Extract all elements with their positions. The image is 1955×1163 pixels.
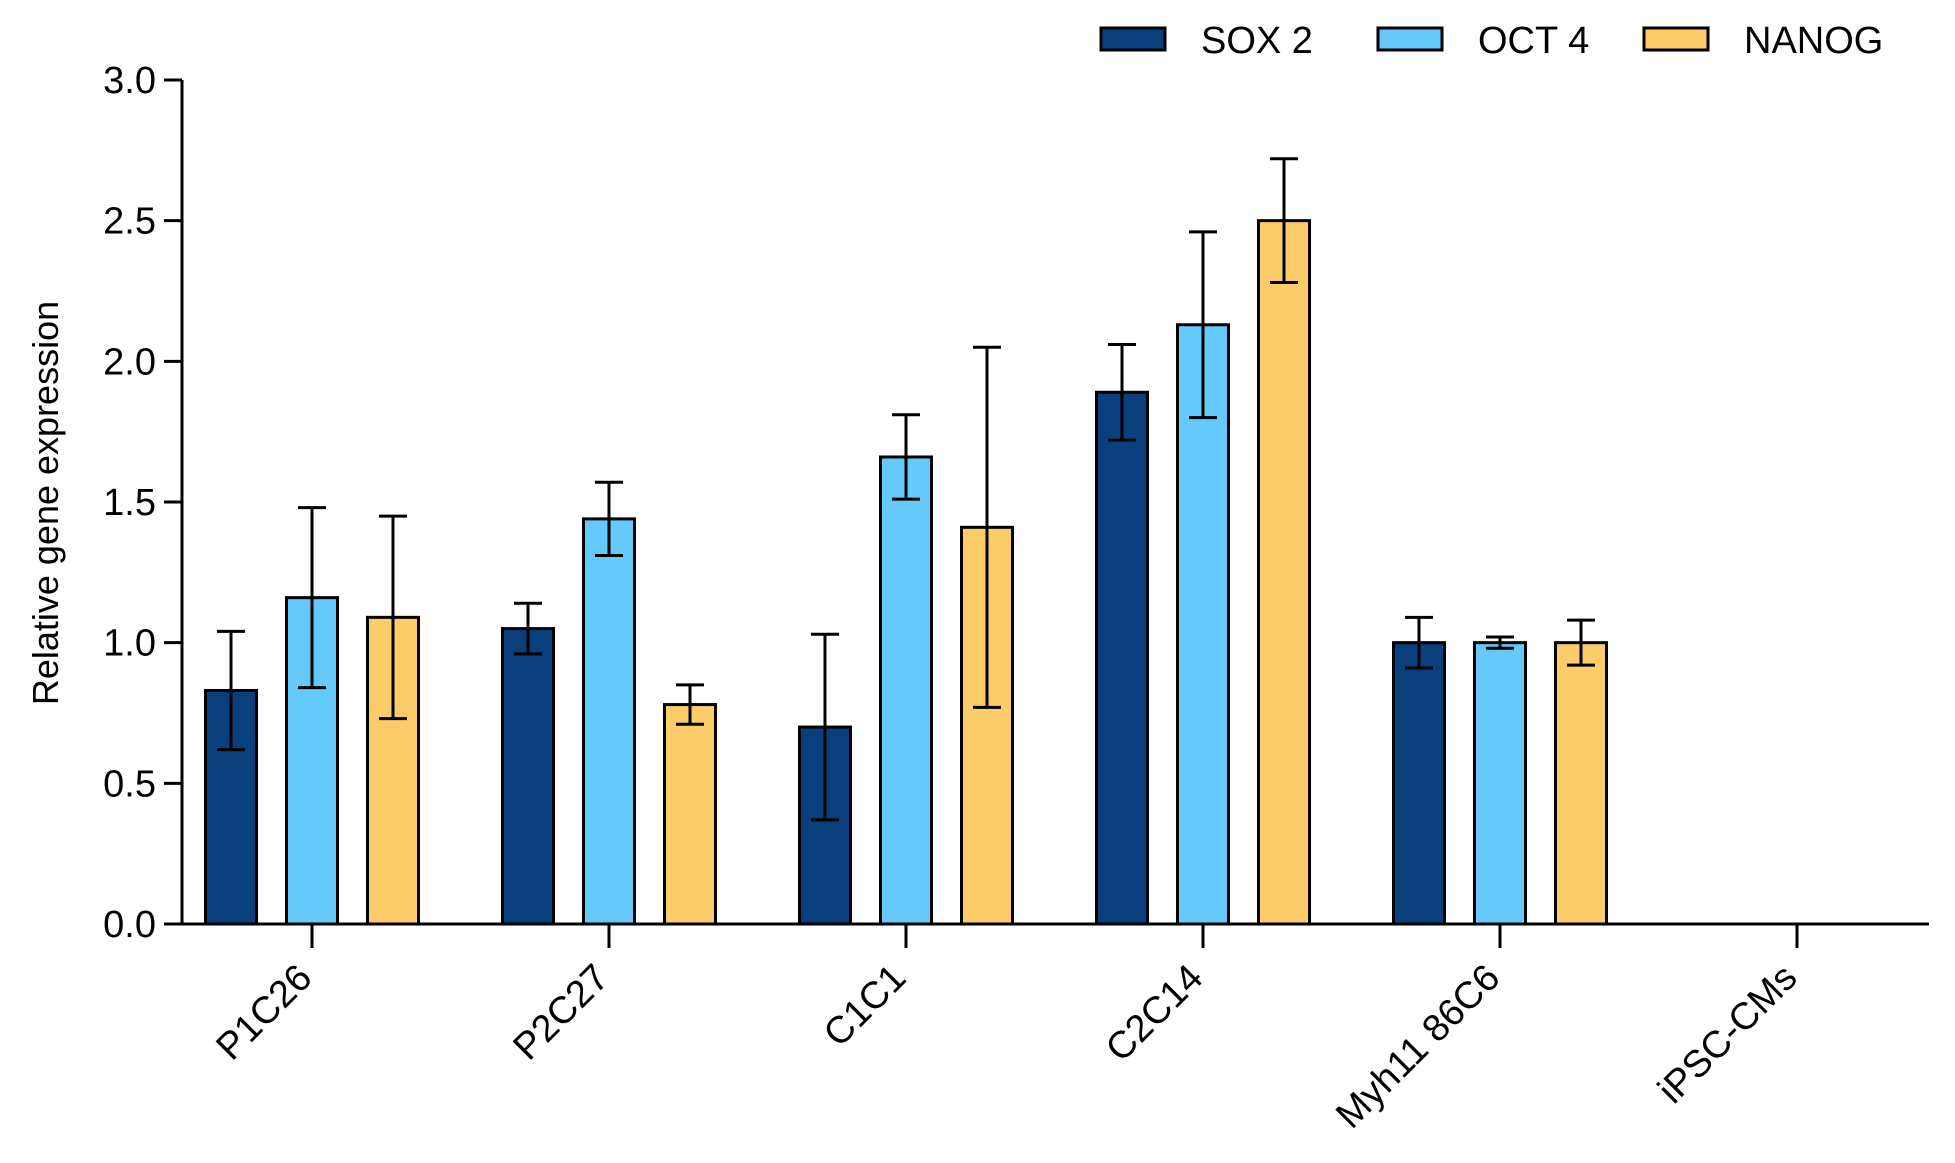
y-tick-label: 0.0 (103, 904, 156, 946)
y-tick-label: 1.5 (103, 482, 156, 524)
bar-oct4-3 (1176, 323, 1230, 926)
bar-oct4-1 (582, 517, 636, 926)
bar-oct4-4 (1473, 641, 1527, 926)
x-tick-label: C2C14 (1098, 957, 1211, 1070)
legend-label: OCT 4 (1478, 20, 1589, 62)
x-axis: P1C26 P2C27 C1C1 C2C14 Myh11 86C6 iPSC-CMs (182, 922, 1929, 1137)
y-axis: 0.0 0.5 1.0 1.5 2.0 2.5 3.0 (103, 60, 184, 946)
bar-nanog-3 (1257, 219, 1311, 926)
bar-nanog-1 (663, 703, 717, 926)
bars (204, 157, 1608, 926)
bar-sox2-1 (501, 627, 555, 926)
y-tick-label: 1.0 (103, 623, 156, 665)
y-tick-label: 2.5 (103, 201, 156, 243)
x-tick-label: iPSC-CMs (1650, 957, 1805, 1112)
bar-oct4-2 (879, 455, 933, 926)
legend: SOX 2 OCT 4 NANOG (1099, 20, 1883, 62)
legend-swatch (1376, 26, 1444, 52)
legend-label: NANOG (1744, 20, 1883, 62)
legend-swatch (1642, 26, 1710, 52)
legend-swatch (1099, 26, 1167, 52)
y-axis-title: Relative gene expression (25, 301, 66, 705)
bar-sox2-3 (1095, 390, 1149, 926)
x-tick-label: C1C1 (816, 957, 914, 1055)
y-tick-label: 0.5 (103, 763, 156, 805)
legend-label: SOX 2 (1201, 20, 1313, 62)
x-tick-label: Myh11 86C6 (1328, 957, 1508, 1137)
y-tick-label: 2.0 (103, 341, 156, 383)
x-tick-label: P2C27 (505, 957, 617, 1069)
bar-sox2-4 (1392, 641, 1446, 926)
x-tick-label: P1C26 (208, 957, 320, 1069)
y-tick-label: 3.0 (103, 60, 156, 102)
bar-nanog-4 (1554, 641, 1608, 926)
